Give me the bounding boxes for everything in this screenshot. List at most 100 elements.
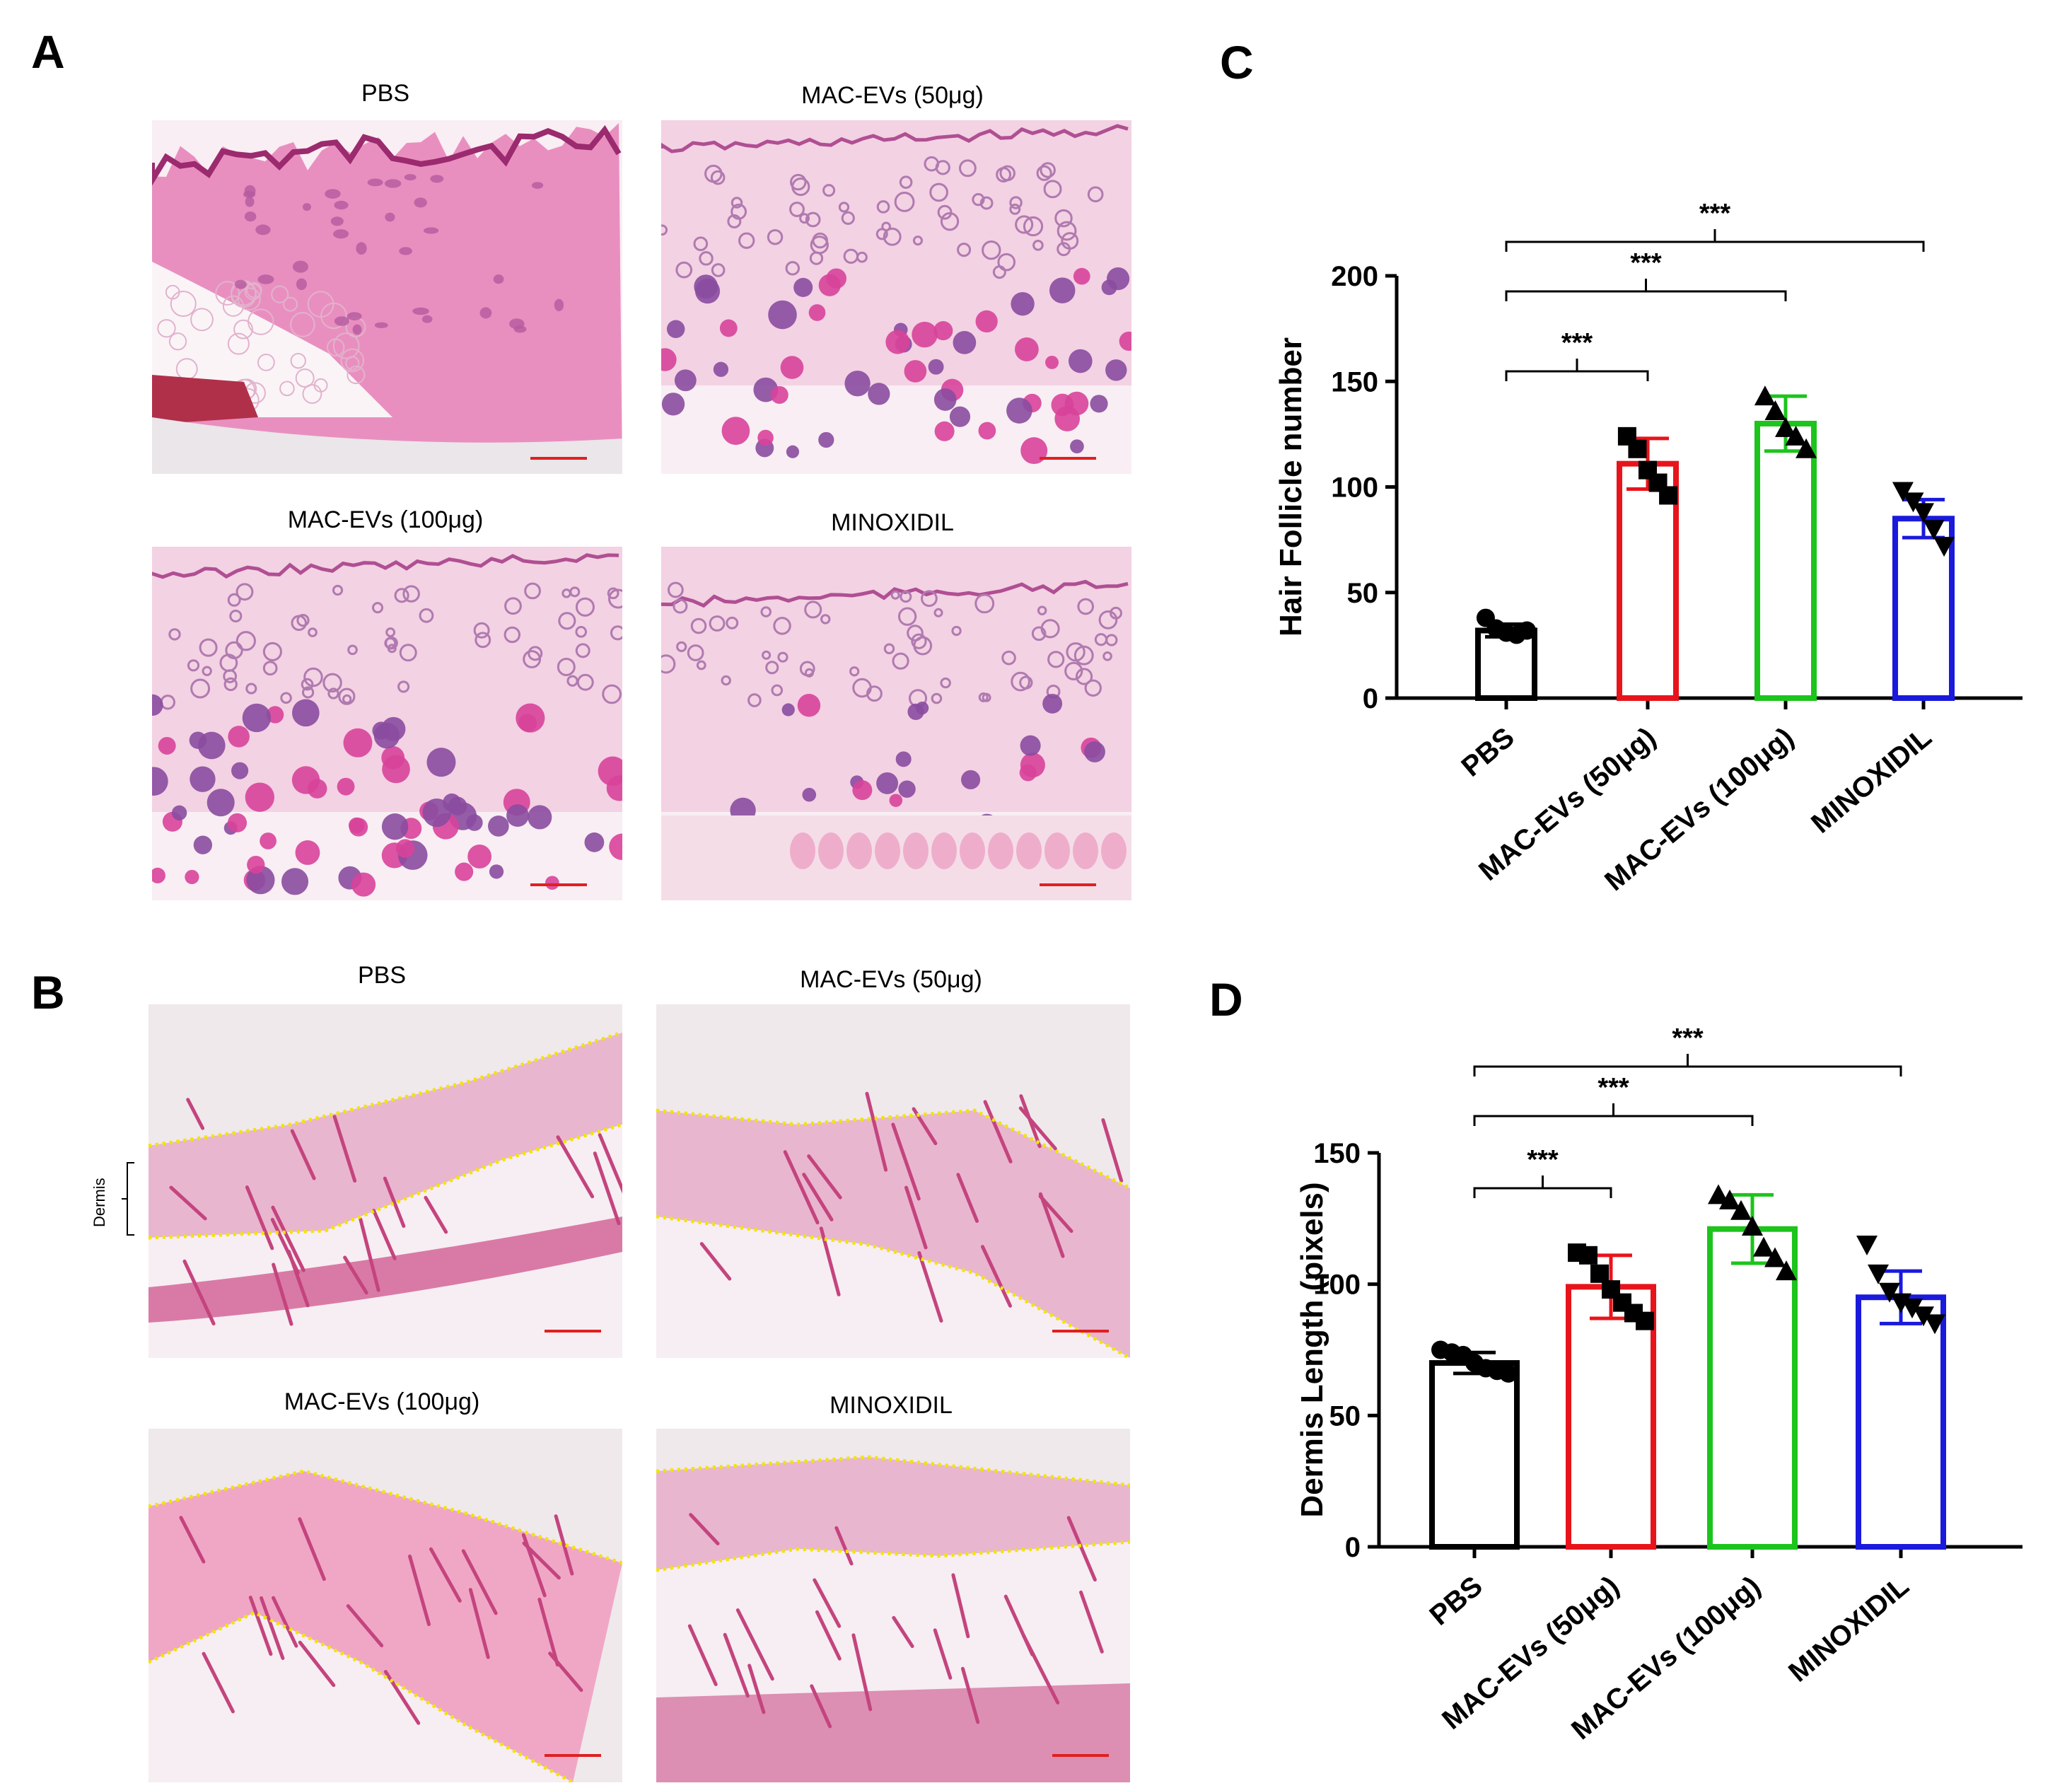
hair-shaft (1066, 1516, 1097, 1582)
follicle (1066, 642, 1086, 662)
adipocyte (290, 312, 315, 337)
category-label: MAC-EVs (100μg) (1566, 1570, 1767, 1746)
dermis-bottom-line (149, 1610, 574, 1782)
muscle-fiber (790, 832, 815, 869)
adipocyte (332, 332, 360, 359)
y-tick-label: 0 (1345, 1532, 1361, 1563)
muscle-fiber (818, 832, 844, 869)
dermis-bracket-label: Dermis (91, 1178, 108, 1227)
hair-shaft (802, 1173, 834, 1221)
category-label: MAC-EVs (50μg) (1436, 1570, 1625, 1736)
adipocyte (271, 285, 289, 303)
histology-b-mac50 (656, 1004, 1130, 1358)
follicle-bulb (757, 429, 774, 446)
follicle (575, 626, 588, 638)
follicle-bulb (674, 369, 697, 392)
data-point (1628, 439, 1647, 458)
follicle (385, 636, 398, 650)
follicle (566, 675, 578, 687)
follicle-bulb (802, 787, 817, 802)
follicle-bulb (1006, 397, 1032, 424)
bar-0 (1429, 1360, 1520, 1550)
follicle (322, 673, 342, 693)
follicle (531, 182, 544, 189)
panel-a-label-pbs: PBS (361, 80, 410, 107)
follicle (303, 667, 323, 687)
hair-shaft (687, 1624, 718, 1686)
follicle (982, 240, 1001, 260)
data-point (1764, 400, 1786, 421)
hair-shaft (554, 1514, 574, 1576)
follicle (997, 252, 1016, 272)
epidermis-line (152, 553, 619, 579)
data-point (1730, 1200, 1752, 1220)
follicle-bulb (768, 300, 797, 330)
follicle (1057, 221, 1077, 241)
hair-shaft (343, 1255, 368, 1295)
adipocyte (248, 308, 274, 335)
adipocyte (227, 332, 250, 355)
data-point (1636, 1311, 1654, 1330)
hair-shaft (260, 1596, 285, 1660)
follicle (1077, 598, 1095, 615)
data-point (1443, 1343, 1461, 1362)
panel-b-label-mac100: MAC-EVs (100μg) (284, 1388, 480, 1415)
hair-shaft (1022, 1634, 1060, 1705)
epidermis-line (152, 124, 622, 186)
follicle-bulb (545, 876, 559, 890)
hair-shaft (346, 1604, 384, 1648)
follicle (1019, 675, 1033, 690)
hair-shaft (815, 1610, 842, 1661)
follicle (881, 221, 891, 232)
follicle (334, 316, 349, 326)
dermis-band (149, 1471, 622, 1782)
follicle-bulb (395, 839, 415, 858)
follicle (234, 279, 247, 289)
follicle-bulb (1020, 735, 1041, 756)
follicle-bulb (793, 277, 813, 297)
fat-layer (152, 262, 392, 417)
epidermis-line (661, 579, 1129, 608)
follicle (399, 247, 413, 255)
data-point (1753, 1236, 1774, 1257)
follicle (1031, 626, 1047, 642)
bar-1 (1617, 460, 1679, 701)
follicle-bulb (885, 330, 910, 354)
follicle-bulb (818, 431, 834, 448)
hair-shaft (723, 1632, 750, 1698)
follicle (504, 597, 522, 615)
histology-b-mac100 (149, 1429, 622, 1782)
follicle-bulb (1011, 291, 1035, 316)
follicle-bulb (506, 804, 529, 827)
follicle (940, 677, 951, 689)
follicle (557, 657, 576, 676)
data-point (1465, 1354, 1484, 1373)
follicle (569, 586, 581, 598)
follicle (841, 211, 855, 225)
follicle (883, 643, 895, 654)
follicle (673, 598, 688, 614)
hair-shaft (807, 1154, 842, 1200)
follicle (384, 179, 402, 188)
muscle-layer (656, 1683, 1130, 1782)
y-tick-label: 150 (1313, 1138, 1361, 1169)
follicle (412, 307, 429, 315)
follicle-bulb (895, 751, 912, 767)
follicle (330, 216, 344, 226)
adipocyte (222, 295, 244, 317)
muscle-fiber (931, 832, 957, 869)
follicle-bulb (694, 279, 721, 304)
follicle (356, 242, 367, 255)
follicle (367, 178, 383, 187)
follicle-bulb (904, 360, 927, 383)
data-point (1590, 1264, 1609, 1283)
follicle (765, 661, 779, 675)
follicle (333, 229, 349, 239)
hair-shaft (202, 1651, 235, 1714)
follicle (235, 631, 256, 651)
significance-bracket (1505, 370, 1649, 381)
follicle (371, 602, 384, 614)
follicle (911, 633, 927, 649)
follicle-bulb (242, 703, 272, 733)
adipocyte (190, 308, 214, 332)
